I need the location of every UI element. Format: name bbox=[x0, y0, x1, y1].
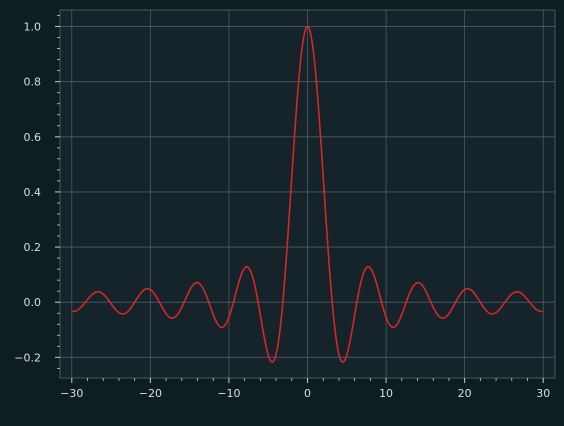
y-tick-label: −0.2 bbox=[14, 351, 41, 364]
y-tick-label: 0.8 bbox=[24, 76, 42, 89]
y-axis: −0.2 0.0 0.2 0.4 0.6 0.8 1.0 bbox=[14, 15, 60, 369]
x-tick-label: −10 bbox=[217, 387, 240, 400]
x-axis: −30 −20 −10 0 10 20 30 bbox=[60, 378, 550, 400]
y-tick-label: 0.4 bbox=[24, 186, 42, 199]
y-tick-label: 1.0 bbox=[24, 21, 42, 34]
y-tick-label: 0.2 bbox=[24, 241, 42, 254]
x-tick-label: 30 bbox=[536, 387, 550, 400]
x-tick-label: 10 bbox=[379, 387, 393, 400]
series-group bbox=[71, 25, 544, 363]
x-tick-label: 0 bbox=[304, 387, 311, 400]
x-tick-label: 20 bbox=[458, 387, 472, 400]
y-tick-label: 0.0 bbox=[24, 296, 42, 309]
x-tick-label: −20 bbox=[139, 387, 162, 400]
series-line bbox=[71, 25, 544, 363]
y-tick-label: 0.6 bbox=[24, 131, 42, 144]
x-tick-label: −30 bbox=[60, 387, 83, 400]
